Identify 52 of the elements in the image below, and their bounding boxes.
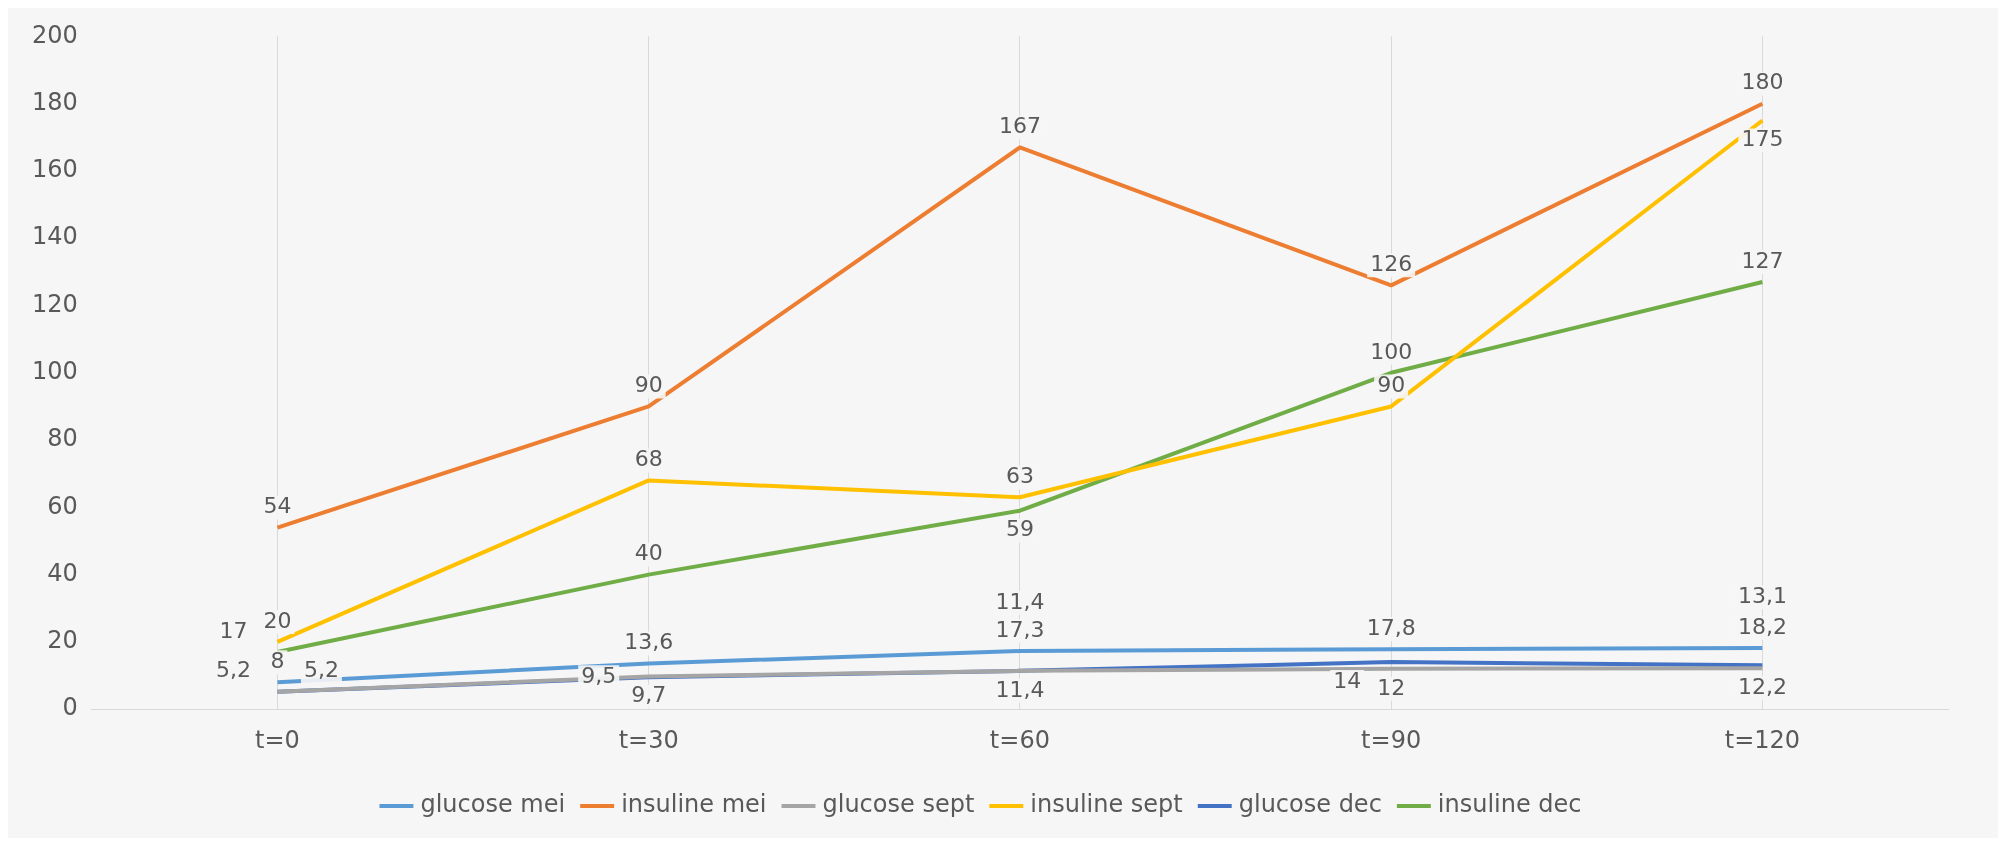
data-label: 90 bbox=[634, 372, 663, 398]
data-label: 17,3 bbox=[995, 616, 1045, 642]
legend-label: insuline mei bbox=[621, 790, 767, 819]
data-label: 18,2 bbox=[1737, 613, 1787, 639]
data-label: 17,8 bbox=[1366, 615, 1416, 641]
data-label: 14 bbox=[1333, 667, 1362, 693]
data-label: 100 bbox=[1370, 338, 1413, 364]
data-label: 12,2 bbox=[1737, 673, 1787, 699]
data-label: 54 bbox=[263, 493, 292, 519]
data-label: 175 bbox=[1741, 126, 1784, 152]
data-label: 40 bbox=[634, 540, 663, 566]
y-tick-label: 80 bbox=[47, 424, 78, 453]
data-label: 90 bbox=[1377, 372, 1406, 398]
x-tick-label: t=0 bbox=[255, 725, 300, 754]
data-label: 126 bbox=[1370, 251, 1413, 277]
data-label: 167 bbox=[998, 113, 1041, 139]
y-tick-label: 160 bbox=[32, 155, 78, 184]
x-tick-label: t=90 bbox=[1361, 725, 1422, 754]
data-label: 13,6 bbox=[624, 629, 674, 655]
legend-label: glucose sept bbox=[822, 790, 975, 819]
data-label: 9,5 bbox=[581, 662, 617, 688]
legend-label: glucose dec bbox=[1238, 790, 1382, 819]
data-label: 63 bbox=[1005, 462, 1034, 488]
y-tick-label: 40 bbox=[47, 558, 78, 587]
data-label: 127 bbox=[1741, 247, 1784, 273]
y-tick-label: 120 bbox=[32, 289, 78, 318]
y-tick-label: 200 bbox=[32, 20, 78, 49]
data-label: 11,4 bbox=[995, 588, 1045, 614]
x-tick-label: t=30 bbox=[618, 725, 679, 754]
data-label: 20 bbox=[263, 607, 292, 633]
data-label: 180 bbox=[1741, 69, 1784, 95]
y-tick-label: 180 bbox=[32, 87, 78, 116]
legend-label: insuline sept bbox=[1030, 790, 1183, 819]
legend-label: insuline dec bbox=[1437, 790, 1582, 819]
x-tick-label: t=60 bbox=[989, 725, 1050, 754]
y-tick-label: 100 bbox=[32, 357, 78, 386]
y-tick-label: 60 bbox=[47, 491, 78, 520]
y-tick-label: 20 bbox=[47, 626, 78, 655]
data-label: 5,2 bbox=[303, 657, 339, 683]
data-label: 9,7 bbox=[631, 682, 667, 708]
legend-label: glucose mei bbox=[420, 790, 566, 819]
data-label: 13,1 bbox=[1737, 582, 1787, 608]
data-label: 12 bbox=[1377, 674, 1406, 700]
y-tick-label: 140 bbox=[32, 222, 78, 251]
y-tick-label: 0 bbox=[62, 693, 78, 722]
x-tick-label: t=120 bbox=[1724, 725, 1801, 754]
data-label: 8 bbox=[270, 648, 285, 674]
data-label: 17 bbox=[219, 617, 248, 643]
data-label: 59 bbox=[1005, 516, 1034, 542]
data-label: 5,2 bbox=[215, 657, 251, 683]
data-label: 68 bbox=[634, 446, 663, 472]
data-label: 11,4 bbox=[995, 676, 1045, 702]
